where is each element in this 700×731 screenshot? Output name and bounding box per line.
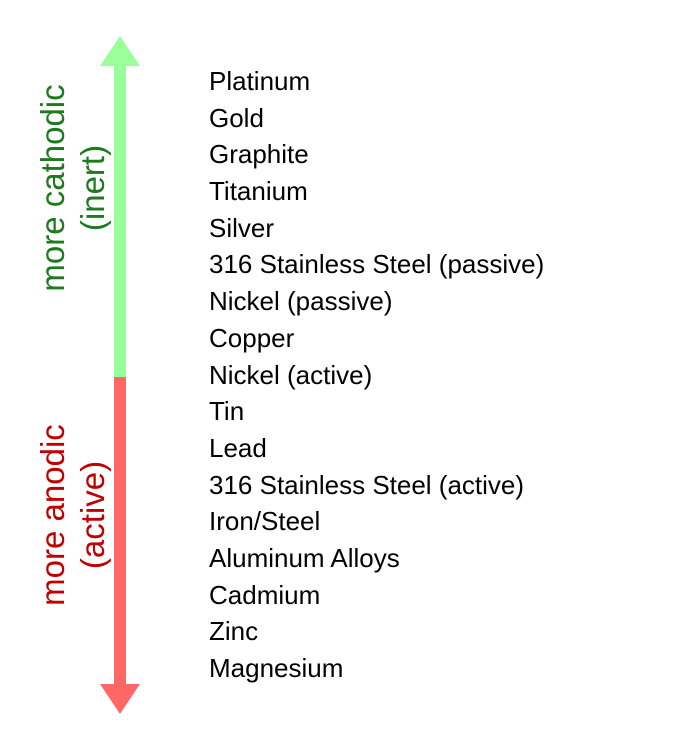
metal-item: Tin: [209, 396, 245, 427]
galvanic-series-list: Platinum Gold Graphite Titanium Silver 3…: [209, 63, 544, 687]
metal-item: Iron/Steel: [209, 506, 321, 537]
metal-item: Gold: [209, 102, 264, 133]
anodic-arrow-head: [100, 377, 140, 714]
metal-item: Platinum: [209, 66, 311, 96]
more-anodic-label: more anodic (active): [33, 365, 113, 665]
metal-item: Zinc: [209, 616, 259, 647]
anodic-label-line1: more anodic: [34, 424, 71, 606]
metal-item: Magnesium: [209, 653, 344, 683]
metal-item: Lead: [209, 432, 267, 463]
metal-item: Copper: [209, 322, 295, 353]
cathodic-label-line2: (inert): [74, 144, 111, 232]
more-cathodic-label: more cathodic (inert): [33, 38, 113, 338]
metal-item: Silver: [209, 212, 275, 243]
metal-item: Nickel (active): [209, 359, 373, 390]
cathodic-arrow-head: [100, 36, 140, 377]
metal-item: Aluminum Alloys: [209, 542, 400, 573]
anodic-label-line2: (active): [74, 460, 111, 570]
galvanic-series-arrow: [100, 36, 140, 714]
metal-item: Nickel (passive): [209, 286, 393, 317]
cathodic-label-line1: more cathodic: [34, 84, 71, 292]
metal-item: Titanium: [209, 176, 308, 207]
metal-item: Graphite: [209, 139, 309, 170]
metal-item: Cadmium: [209, 579, 321, 610]
metal-item: 316 Stainless Steel (active): [209, 469, 525, 500]
metal-item: 316 Stainless Steel (passive): [209, 249, 545, 280]
